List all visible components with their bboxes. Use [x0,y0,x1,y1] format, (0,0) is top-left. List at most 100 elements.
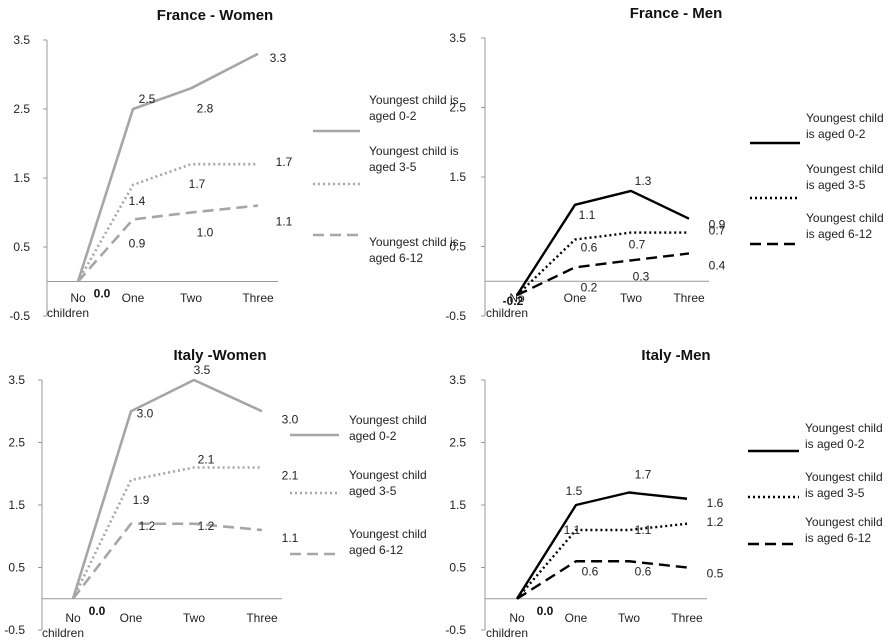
x-tick-label: One [565,611,588,625]
data-label: 1.9 [133,493,150,507]
data-label: 0.9 [129,236,146,250]
x-tick-label: No children [47,291,89,320]
data-label: 2.1 [198,453,215,467]
legend-label: Youngest child is aged 3-5 [369,144,459,174]
y-tick-label: 3.5 [13,33,30,47]
y-tick-label: -0.5 [9,309,30,323]
y-tick-label: -0.5 [4,623,25,637]
x-tick-label: Three [673,291,705,305]
data-label: 1.5 [566,484,583,498]
data-label: 1.4 [129,194,146,208]
y-tick-label: 0.5 [13,240,30,254]
data-label: 0.6 [635,564,652,578]
chart-title: Italy -Men [641,347,710,364]
series-line [516,560,688,600]
data-label: 3.0 [282,412,299,426]
y-tick-label: 3.5 [449,31,466,45]
data-label: 1.7 [189,177,206,191]
x-tick-label: Two [183,611,205,625]
legend-label: Youngest child is aged 0-2 [805,421,883,451]
legend-label: Youngest child is aged 3-5 [806,162,884,192]
y-tick-label: 3.5 [449,373,466,387]
x-tick-label: No children [42,611,84,640]
y-tick-label: 3.5 [8,373,25,387]
series-line [516,252,690,297]
chart-panel: Italy -Men 3.5 2.5 1.5 0.5 -0.5 No children One T… [445,347,882,640]
y-tick-label: 1.5 [449,498,466,512]
legend-label: Youngest child is aged 6-12 [806,211,884,241]
y-tick-label: 2.5 [449,101,466,115]
data-label: 1.0 [197,226,214,240]
data-label: 1.1 [282,531,299,545]
x-tick-label: Two [180,291,202,305]
data-label: 0.9 [709,218,726,232]
data-label: 3.3 [270,51,287,65]
series-line [76,52,259,282]
x-tick-label: One [122,291,145,305]
data-label: 0.3 [633,269,650,283]
legend-label: Youngest child is aged 6-12 [805,515,883,545]
chart-panel: France - Women 3.5 2.5 1.5 0.5 -0.5 No children… [9,7,458,323]
data-label: 2.5 [139,92,156,106]
y-tick-label: 2.5 [449,436,466,450]
data-label: 0.6 [581,241,598,255]
x-tick-label: One [564,291,587,305]
data-label: 1.7 [635,468,652,482]
series-line [71,522,263,600]
data-label: 1.1 [579,208,596,222]
y-tick-label: 2.5 [13,102,30,116]
series-line [516,231,689,297]
data-label: 1.1 [276,215,293,229]
data-label: 1.1 [635,523,652,537]
chart-title: France - Men [630,5,723,22]
chart-title: Italy -Women [173,347,266,364]
y-tick-label: 0.5 [449,561,466,575]
data-label: 1.2 [198,519,215,533]
data-label: 2.8 [197,101,214,115]
y-tick-label: -0.5 [445,623,466,637]
y-tick-label: -0.5 [445,309,466,323]
series-line [515,189,690,296]
data-label: 3.5 [194,363,211,377]
data-label: 1.6 [707,496,724,510]
data-label: 0.0 [94,287,111,301]
legend-label: Youngest child aged 0-2 [349,413,427,443]
data-label: 0.2 [581,280,598,294]
legend-label: Youngest child is aged 6-12 [369,235,459,265]
legend-label: Youngest child aged 3-5 [349,468,427,498]
data-label: 2.1 [282,469,299,483]
y-tick-label: 0.5 [8,561,25,575]
legend-label: Youngest child is aged 0-2 [369,93,459,123]
legend-label: Youngest child aged 6-12 [349,527,427,557]
data-label: 1.7 [276,155,293,169]
data-label: 1.3 [635,174,652,188]
legend-label: Youngest child is aged 3-5 [805,470,883,500]
y-tick-label: 1.5 [13,171,30,185]
data-label: 0.0 [89,604,106,618]
data-label: 0.7 [709,224,726,238]
data-label: 0.0 [537,604,554,618]
data-label: 0.4 [709,258,726,272]
series-line [515,491,688,600]
series-line [77,204,259,283]
data-label: 1.2 [707,515,724,529]
data-label: 1.1 [564,523,581,537]
series-line [71,466,262,600]
chart-title: France - Women [157,7,273,24]
x-tick-label: Two [620,291,642,305]
legend-label: Youngest child is aged 0-2 [806,111,884,141]
y-tick-label: 0.5 [449,240,466,254]
y-tick-label: 2.5 [8,436,25,450]
series-line [516,522,688,600]
x-tick-label: One [120,611,143,625]
x-tick-label: No children [486,611,528,640]
x-tick-label: Three [242,291,274,305]
y-tick-label: 1.5 [8,498,25,512]
series-line [71,378,263,600]
data-label: 0.7 [629,238,646,252]
data-label: 3.0 [137,406,154,420]
x-tick-label: Two [618,611,640,625]
